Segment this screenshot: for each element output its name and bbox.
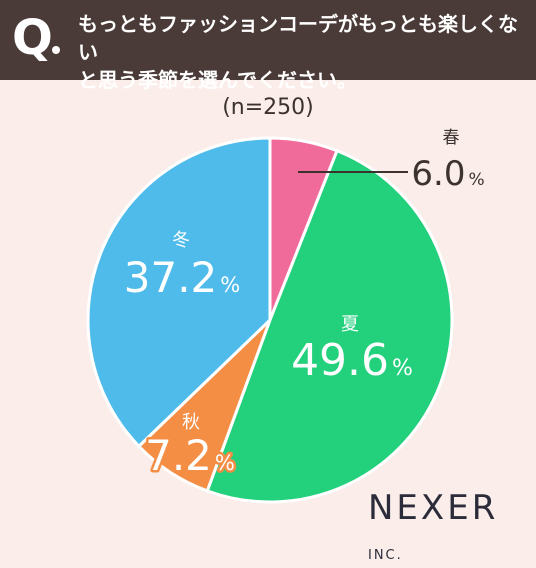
question-header: Q もっともファッションコーデがもっとも楽しくない と思う季節を選んでください。 (0, 0, 536, 92)
slice-label-spring: 春 (443, 128, 460, 148)
brand-logo: NEXER INC. (368, 488, 536, 568)
question-text-line1: もっともファッションコーデがもっとも楽しくない (78, 12, 518, 64)
slice-value-autumn: 7.2% (145, 431, 235, 480)
slice-label-summer: 夏 (341, 314, 359, 335)
brand-suffix: INC. (368, 548, 403, 563)
question-mark: Q (12, 10, 53, 66)
slice-label-winter: 冬 (172, 230, 190, 251)
sample-size-label: (n=250) (222, 95, 314, 120)
slice-value-spring: 6.0% (411, 154, 484, 194)
pie-slice-4 (86, 136, 272, 449)
question-text: もっともファッションコーデがもっとも楽しくない と思う季節を選んでください。 (78, 10, 528, 94)
brand-name: NEXER (368, 488, 499, 528)
pie-slice-2 (205, 148, 454, 504)
slice-value-summer: 49.6% (291, 335, 413, 386)
question-mark-dot (52, 46, 60, 54)
question-text-line2: と思う季節を選んでください。 (78, 68, 357, 92)
slice-value-winter: 37.2% (124, 253, 240, 302)
slice-label-autumn: 秋 (182, 412, 200, 433)
pie-chart: 春 6.0 % 夏49.6 % 秋7.2 % 冬37.2% (86, 128, 485, 504)
